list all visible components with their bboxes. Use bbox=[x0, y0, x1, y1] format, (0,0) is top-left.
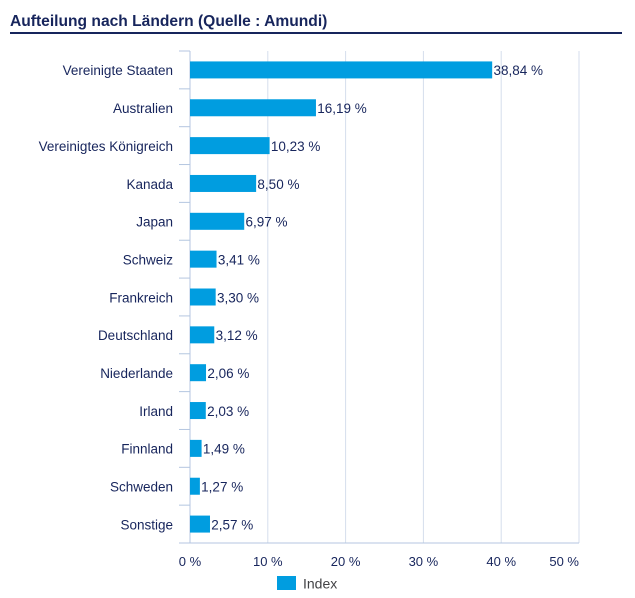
svg-text:8,50 %: 8,50 % bbox=[257, 177, 299, 192]
svg-text:2,57 %: 2,57 % bbox=[211, 517, 253, 532]
svg-text:50 %: 50 % bbox=[549, 554, 579, 569]
svg-text:10 %: 10 % bbox=[253, 554, 283, 569]
svg-text:Australien: Australien bbox=[113, 101, 173, 116]
svg-text:6,97 %: 6,97 % bbox=[246, 215, 288, 230]
svg-text:20 %: 20 % bbox=[331, 554, 361, 569]
svg-text:Index: Index bbox=[303, 576, 337, 592]
svg-text:Kanada: Kanada bbox=[126, 177, 173, 192]
svg-text:40 %: 40 % bbox=[486, 554, 516, 569]
svg-text:2,03 %: 2,03 % bbox=[207, 404, 249, 419]
svg-text:10,23 %: 10,23 % bbox=[271, 139, 321, 154]
svg-text:Schweiz: Schweiz bbox=[123, 252, 174, 267]
svg-text:2,06 %: 2,06 % bbox=[207, 366, 249, 381]
svg-text:30 %: 30 % bbox=[409, 554, 439, 569]
svg-text:38,84 %: 38,84 % bbox=[493, 63, 543, 78]
svg-text:16,19 %: 16,19 % bbox=[317, 101, 367, 116]
svg-text:1,27 %: 1,27 % bbox=[201, 480, 243, 495]
svg-text:Sonstige: Sonstige bbox=[120, 517, 173, 532]
svg-text:1,49 %: 1,49 % bbox=[203, 442, 245, 457]
svg-text:Japan: Japan bbox=[136, 215, 173, 230]
svg-text:Vereinigtes Königreich: Vereinigtes Königreich bbox=[39, 139, 173, 154]
svg-text:Schweden: Schweden bbox=[110, 480, 173, 495]
svg-text:Frankreich: Frankreich bbox=[109, 290, 173, 305]
svg-text:Deutschland: Deutschland bbox=[98, 328, 173, 343]
svg-text:Finnland: Finnland bbox=[121, 442, 173, 457]
svg-text:3,30 %: 3,30 % bbox=[217, 290, 259, 305]
svg-text:Vereinigte Staaten: Vereinigte Staaten bbox=[63, 63, 173, 78]
svg-text:Niederlande: Niederlande bbox=[100, 366, 173, 381]
svg-text:3,12 %: 3,12 % bbox=[216, 328, 258, 343]
svg-text:0 %: 0 % bbox=[179, 554, 202, 569]
svg-text:Irland: Irland bbox=[139, 404, 173, 419]
svg-text:3,41 %: 3,41 % bbox=[218, 252, 260, 267]
